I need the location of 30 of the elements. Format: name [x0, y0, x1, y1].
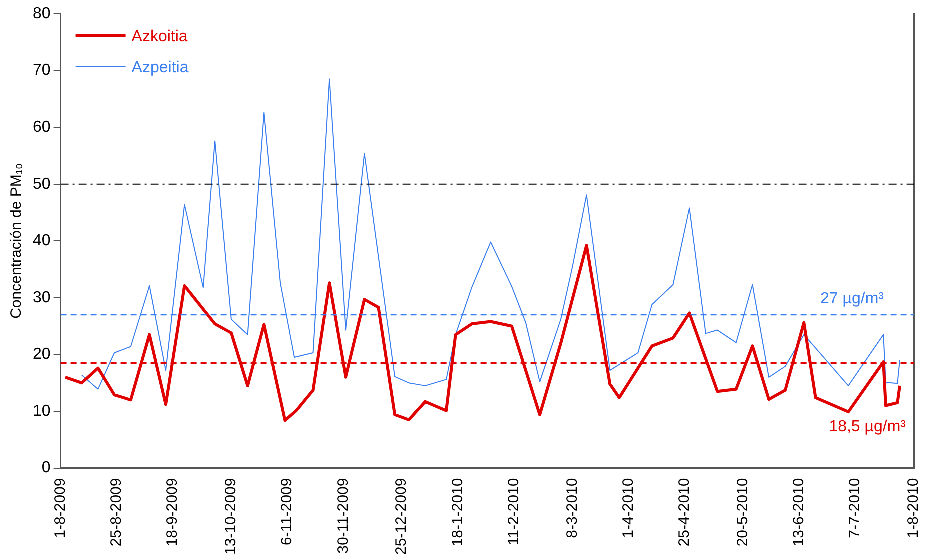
- y-tick-label: 50: [33, 176, 51, 193]
- x-tick-label: 25-12-2009: [393, 478, 410, 556]
- y-tick-label: 10: [33, 402, 51, 420]
- y-tick-label: 0: [42, 460, 51, 477]
- y-tick-label: 70: [33, 62, 51, 80]
- ref-line-label: 18,5 µg/m³: [829, 418, 907, 436]
- y-tick-label: 80: [33, 5, 51, 22]
- x-tick-label: 8-3-2010: [564, 478, 581, 538]
- x-tick-label: 18-9-2009: [164, 478, 182, 547]
- x-tick-label: 18-1-2010: [449, 478, 466, 547]
- x-tick-label: 7-7-2010: [846, 478, 864, 538]
- y-tick-label: 30: [33, 289, 51, 306]
- x-tick-label: 13-6-2010: [790, 478, 808, 547]
- legend-label: Azkoitia: [132, 28, 188, 46]
- x-tick-label: 25-8-2009: [108, 478, 126, 547]
- x-tick-label: 25-4-2010: [676, 478, 694, 547]
- x-tick-label: 20-5-2010: [734, 478, 752, 547]
- y-tick-label: 40: [33, 232, 51, 250]
- y-tick-label: 20: [33, 346, 51, 364]
- x-tick-label: 1-8-2010: [905, 478, 922, 538]
- legend-label: Azpeitia: [132, 59, 189, 76]
- x-tick-label: 1-4-2010: [620, 478, 637, 538]
- y-tick-label: 60: [33, 118, 51, 136]
- x-tick-label: 11-2-2010: [505, 478, 522, 546]
- x-tick-label: 13-10-2009: [222, 478, 240, 556]
- x-tick-label: 1-8-2009: [52, 478, 69, 538]
- x-tick-label: 6-11-2009: [278, 478, 296, 546]
- y-axis-title: Concentración de PM₁₀: [8, 163, 26, 319]
- x-tick-label: 30-11-2009: [334, 478, 352, 554]
- ref-line-label: 27 µg/m³: [820, 290, 885, 308]
